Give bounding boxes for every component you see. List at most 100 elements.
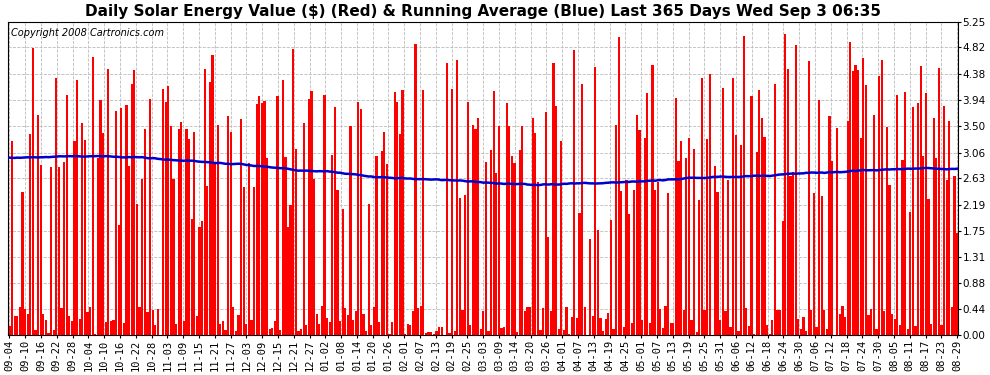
Bar: [831, 161, 834, 335]
Bar: [482, 312, 484, 335]
Bar: [164, 102, 166, 335]
Bar: [544, 112, 546, 335]
Bar: [816, 327, 818, 335]
Bar: [318, 324, 321, 335]
Bar: [120, 108, 123, 335]
Bar: [458, 198, 461, 335]
Bar: [839, 314, 842, 335]
Bar: [284, 157, 286, 335]
Bar: [169, 126, 172, 335]
Bar: [683, 310, 685, 335]
Bar: [760, 118, 763, 335]
Bar: [22, 192, 24, 335]
Bar: [227, 116, 230, 335]
Bar: [763, 137, 765, 335]
Bar: [803, 317, 805, 335]
Bar: [233, 307, 235, 335]
Bar: [639, 130, 641, 335]
Bar: [388, 334, 391, 335]
Bar: [456, 60, 458, 335]
Bar: [113, 320, 115, 335]
Bar: [844, 317, 846, 335]
Bar: [94, 334, 96, 335]
Bar: [404, 334, 406, 335]
Bar: [115, 111, 117, 335]
Bar: [383, 132, 385, 335]
Bar: [271, 328, 273, 335]
Bar: [415, 44, 417, 335]
Bar: [623, 327, 625, 335]
Bar: [685, 158, 687, 335]
Bar: [813, 193, 815, 335]
Bar: [787, 69, 789, 335]
Bar: [63, 162, 65, 335]
Bar: [255, 104, 257, 335]
Bar: [297, 331, 300, 335]
Bar: [190, 219, 193, 335]
Bar: [391, 322, 393, 335]
Bar: [14, 316, 16, 335]
Bar: [675, 98, 677, 335]
Bar: [948, 122, 950, 335]
Bar: [933, 118, 935, 335]
Bar: [824, 310, 826, 335]
Bar: [346, 315, 349, 335]
Bar: [922, 156, 925, 335]
Bar: [300, 329, 302, 335]
Bar: [735, 135, 737, 335]
Bar: [409, 325, 412, 335]
Bar: [599, 318, 602, 335]
Bar: [795, 45, 797, 335]
Bar: [680, 141, 682, 335]
Bar: [750, 96, 752, 335]
Bar: [430, 332, 433, 335]
Bar: [180, 123, 182, 335]
Bar: [589, 240, 591, 335]
Bar: [27, 314, 29, 335]
Bar: [656, 182, 658, 335]
Bar: [276, 96, 279, 335]
Bar: [326, 318, 328, 335]
Bar: [136, 204, 138, 335]
Bar: [238, 315, 240, 335]
Bar: [76, 80, 78, 335]
Bar: [912, 107, 914, 335]
Bar: [578, 213, 581, 335]
Bar: [156, 309, 159, 335]
Bar: [162, 89, 164, 335]
Bar: [188, 139, 190, 335]
Bar: [880, 60, 883, 335]
Bar: [147, 312, 148, 335]
Bar: [334, 107, 336, 335]
Bar: [313, 179, 315, 335]
Bar: [938, 68, 940, 335]
Bar: [648, 323, 651, 335]
Bar: [805, 331, 807, 335]
Bar: [206, 186, 208, 335]
Bar: [469, 325, 471, 335]
Bar: [669, 323, 672, 335]
Bar: [282, 80, 284, 335]
Bar: [394, 92, 396, 335]
Bar: [134, 70, 136, 335]
Bar: [506, 103, 508, 335]
Bar: [45, 321, 47, 335]
Bar: [514, 163, 516, 335]
Bar: [386, 164, 388, 335]
Bar: [107, 69, 110, 335]
Bar: [185, 129, 187, 335]
Bar: [714, 166, 716, 335]
Bar: [878, 76, 880, 335]
Bar: [151, 310, 153, 335]
Bar: [586, 334, 588, 335]
Bar: [102, 133, 104, 335]
Bar: [84, 140, 86, 335]
Bar: [230, 132, 232, 335]
Bar: [52, 330, 54, 335]
Bar: [370, 325, 372, 335]
Bar: [396, 102, 398, 335]
Bar: [808, 61, 810, 335]
Bar: [495, 173, 497, 335]
Bar: [704, 310, 706, 335]
Bar: [464, 195, 466, 335]
